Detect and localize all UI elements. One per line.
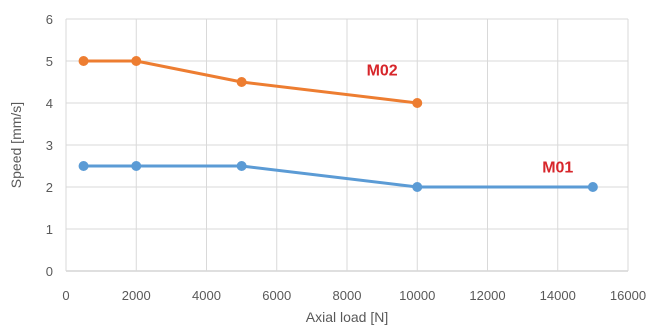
y-tick-label: 0 <box>46 264 53 279</box>
y-tick-label: 3 <box>46 138 53 153</box>
data-point <box>78 161 89 171</box>
x-axis-title: Axial load [N] <box>306 309 388 325</box>
x-tick-label: 8000 <box>333 288 362 303</box>
data-point <box>236 161 247 171</box>
labels: M02 M01 <box>367 63 574 177</box>
x-tick-label: 16000 <box>610 288 646 303</box>
series-m01 <box>78 161 598 192</box>
x-tick-label: 2000 <box>122 288 151 303</box>
grid <box>65 18 629 272</box>
x-tick-label: 0 <box>62 288 69 303</box>
series-layer <box>78 56 598 192</box>
data-point <box>412 98 423 108</box>
y-tick-label: 1 <box>46 222 53 237</box>
series-label-m02: M02 <box>367 63 398 80</box>
data-point <box>131 161 142 171</box>
series-m02 <box>78 56 423 108</box>
data-point <box>78 56 89 66</box>
data-point <box>587 182 598 192</box>
y-axis-title: Speed [mm/s] <box>8 102 24 188</box>
data-point <box>131 56 142 66</box>
y-tick-label: 2 <box>46 180 53 195</box>
series-label-m01: M01 <box>542 159 573 176</box>
x-tick-label: 14000 <box>540 288 576 303</box>
x-tick-label: 12000 <box>469 288 505 303</box>
y-tick-label: 5 <box>46 54 53 69</box>
series-line <box>82 164 595 189</box>
data-point <box>412 182 423 192</box>
x-tick-label: 6000 <box>262 288 291 303</box>
x-tick-label: 4000 <box>192 288 221 303</box>
x-tick-label: 10000 <box>399 288 435 303</box>
data-point <box>236 77 247 87</box>
axes: 0 1 2 3 4 5 6 0 2000 4000 6000 8000 10000 12000 14000 1… <box>46 12 646 303</box>
series-line <box>82 59 419 105</box>
y-tick-label: 4 <box>46 96 53 111</box>
y-tick-label: 6 <box>46 12 53 27</box>
